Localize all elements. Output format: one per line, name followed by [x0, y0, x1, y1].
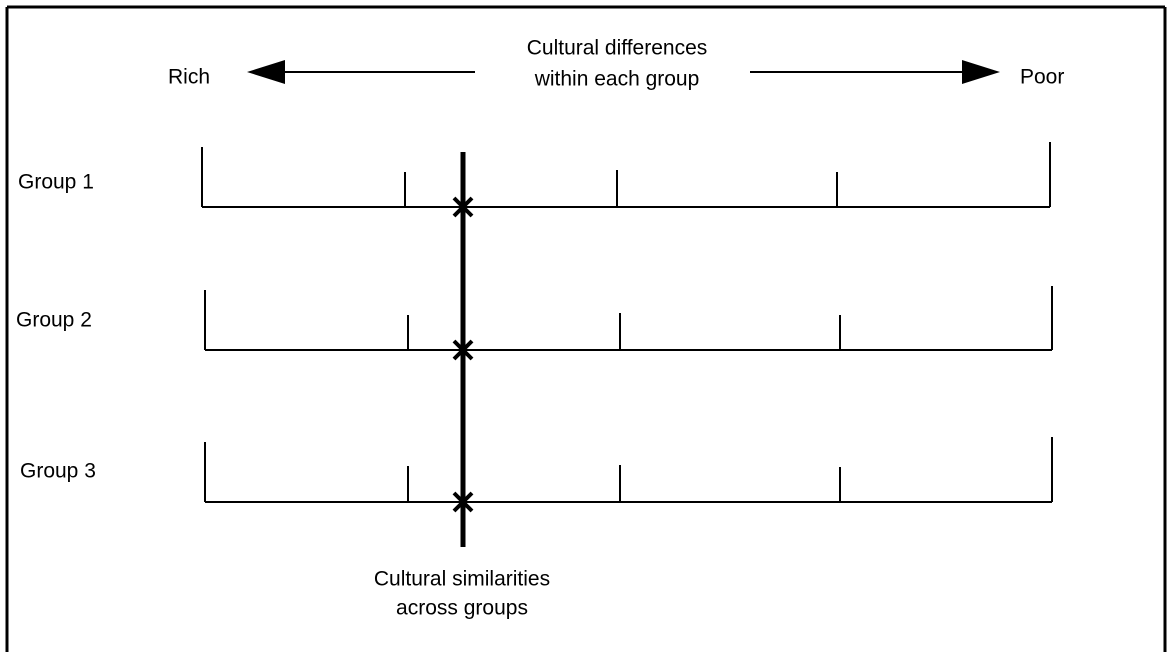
frame: [5, 5, 1167, 652]
group-label: Group 2: [16, 309, 92, 332]
right-label: Poor: [1020, 66, 1064, 89]
left-label: Rich: [168, 66, 210, 89]
axis-title: Cultural differences: [527, 37, 708, 60]
axis-title: within each group: [534, 68, 700, 91]
arrow-head: [247, 60, 285, 84]
groups: Group 1 Group 2 Group 3: [16, 142, 1053, 513]
similarity-label: Cultural similarities: [374, 568, 550, 591]
arrow-head: [962, 60, 1000, 84]
similarity-label: across groups: [396, 597, 528, 620]
group-label: Group 1: [18, 171, 94, 194]
group-label: Group 3: [20, 460, 96, 483]
